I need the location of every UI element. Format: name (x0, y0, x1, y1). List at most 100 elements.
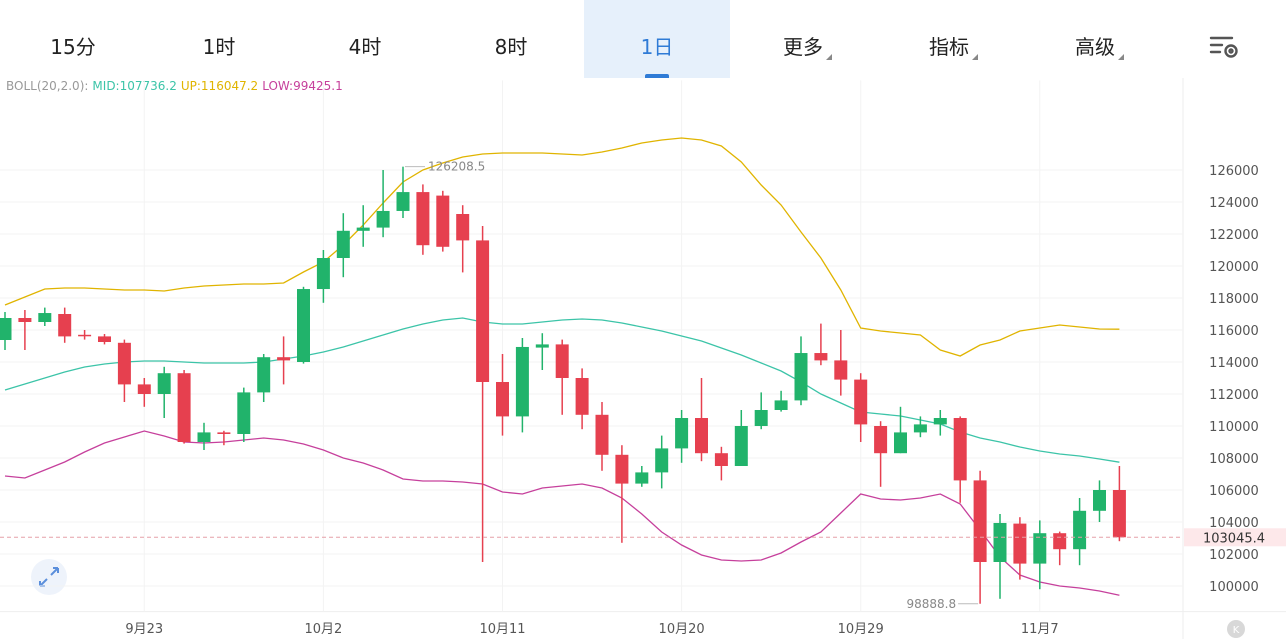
timeframe-tab[interactable]: 1日 (584, 0, 730, 78)
candle-body (78, 334, 92, 337)
x-tick-label: 10月2 (304, 622, 342, 637)
y-tick-label: 114000 (1209, 356, 1259, 371)
svg-text:K: K (1233, 625, 1240, 636)
indicator-name: BOLL(20,2.0): (6, 79, 88, 93)
x-tick-label: 10月29 (838, 622, 884, 637)
y-tick-label: 112000 (1209, 388, 1259, 403)
candle-body (953, 418, 967, 481)
timeframe-tab[interactable]: 8时 (494, 35, 528, 59)
candle-body (714, 453, 728, 466)
indicator-value: UP:116047.2 (181, 79, 258, 93)
boll-line (4, 137, 1120, 357)
candle-body (1093, 490, 1106, 511)
timeframe-tab[interactable]: 4时 (348, 35, 382, 59)
candle-body (396, 192, 410, 211)
candle-body (635, 472, 649, 484)
timeframe-tab[interactable]: 1时 (202, 35, 236, 59)
min-label: 98888.8 (906, 597, 956, 611)
settings-icon[interactable] (1208, 34, 1242, 60)
indicator-value: MID:107736.2 (92, 79, 176, 93)
candle-body (814, 353, 828, 361)
candle-body (58, 314, 72, 337)
candle-body (774, 400, 788, 410)
candle-body (0, 318, 12, 340)
candle-body (993, 522, 1007, 562)
candle-body (297, 289, 310, 362)
candle-body (1053, 533, 1067, 550)
y-tick-label: 102000 (1209, 548, 1259, 563)
candle-body (38, 313, 52, 322)
max-label: 126208.5 (428, 160, 485, 174)
expand-icon[interactable] (31, 559, 67, 595)
y-tick-label: 108000 (1209, 452, 1259, 467)
y-tick-label: 110000 (1209, 420, 1259, 435)
candle-body (854, 379, 868, 425)
candle-body (257, 357, 271, 393)
candle-body (476, 240, 490, 382)
y-tick-label: 104000 (1209, 516, 1259, 531)
candle-body (655, 448, 669, 473)
k-icon[interactable]: K (1227, 620, 1245, 638)
candle-body (1112, 490, 1126, 538)
candle-body (177, 373, 191, 442)
timeframe-tab[interactable]: 15分 (50, 35, 96, 59)
y-tick-label: 122000 (1209, 228, 1259, 243)
candle-body (894, 432, 907, 454)
candle-body (157, 373, 171, 394)
y-tick-label: 126000 (1209, 164, 1259, 179)
boll-line (4, 317, 1120, 463)
y-tick-label: 118000 (1209, 292, 1259, 307)
y-tick-label: 120000 (1209, 260, 1259, 275)
candle-body (98, 336, 111, 342)
candle-body (117, 342, 131, 385)
price-tag (1184, 528, 1286, 547)
y-tick-label: 124000 (1209, 196, 1259, 211)
candle-body (933, 418, 947, 425)
candle-body (754, 410, 768, 426)
timeframe-tab[interactable]: 指标 (876, 0, 1022, 78)
y-tick-label: 100000 (1209, 580, 1259, 595)
x-tick-label: 10月20 (659, 622, 705, 637)
candle-body (316, 258, 330, 290)
indicator-value: LOW:99425.1 (262, 79, 343, 93)
y-tick-label: 106000 (1209, 484, 1259, 499)
candle-body (834, 360, 848, 380)
timeframe-tab[interactable]: 更多 (730, 0, 876, 78)
x-tick-label: 11月7 (1021, 622, 1059, 637)
candle-body (197, 432, 211, 442)
indicator-header: BOLL(20,2.0): MID:107736.2 UP:116047.2 LOW:… (6, 79, 343, 93)
candle-body (1073, 510, 1087, 550)
candle-body (456, 214, 470, 241)
candle-body (874, 426, 888, 454)
candle-body (1013, 523, 1027, 564)
candle-body (277, 357, 291, 361)
candle-body (535, 344, 549, 348)
candle-body (794, 353, 808, 401)
candle-body (695, 418, 708, 454)
y-tick-label: 116000 (1209, 324, 1259, 339)
candle-body (913, 424, 927, 433)
candle-body (973, 480, 987, 562)
candle-body (515, 346, 529, 417)
candle-body (734, 426, 748, 466)
candle-body (376, 210, 390, 228)
candle-body (137, 384, 151, 394)
candle-body (18, 318, 32, 322)
candle-body (237, 392, 251, 434)
candle-body (555, 344, 569, 378)
candle-body (1033, 533, 1047, 564)
candle-body (336, 230, 350, 258)
boll-line (4, 430, 1120, 596)
candle-body (496, 382, 509, 417)
timeframe-tabs: 15分 1时 4时 8时 1日 更多 指标 高级 (0, 0, 1286, 78)
candle-body (675, 418, 689, 449)
timeframe-tab[interactable]: 高级 (1022, 0, 1168, 78)
x-tick-label: 9月23 (125, 622, 163, 637)
candle-body (595, 414, 609, 455)
candle-body (416, 192, 430, 246)
x-tick-label: 10月11 (479, 622, 525, 637)
candle-body (575, 378, 589, 415)
candle-body (615, 454, 629, 484)
